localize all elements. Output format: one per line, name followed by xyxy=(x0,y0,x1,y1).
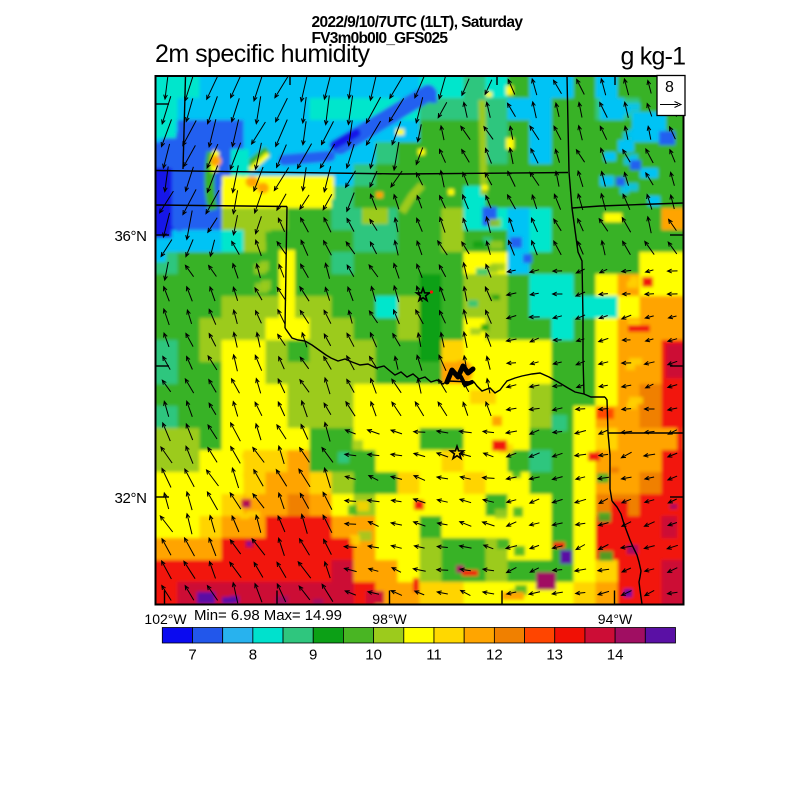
svg-text:8: 8 xyxy=(249,647,257,664)
svg-text:9: 9 xyxy=(309,647,317,664)
svg-text:8: 8 xyxy=(665,79,674,96)
svg-text:g kg-1: g kg-1 xyxy=(621,43,687,71)
svg-text:2022/9/10/7UTC (1LT), Saturday: 2022/9/10/7UTC (1LT), Saturday xyxy=(312,14,524,31)
svg-text:98°W: 98°W xyxy=(372,611,407,627)
svg-text:10: 10 xyxy=(365,647,382,664)
svg-text:11: 11 xyxy=(426,647,442,664)
svg-text:36°N: 36°N xyxy=(115,228,148,245)
svg-text:12: 12 xyxy=(486,647,503,664)
svg-text:FV3m0b0I0_GFS025: FV3m0b0I0_GFS025 xyxy=(312,30,449,47)
svg-text:2m specific humidity: 2m specific humidity xyxy=(155,40,371,68)
svg-text:Min= 6.98 Max= 14.99: Min= 6.98 Max= 14.99 xyxy=(194,607,342,624)
svg-text:32°N: 32°N xyxy=(115,490,148,507)
svg-text:102°W: 102°W xyxy=(144,611,187,627)
svg-text:14: 14 xyxy=(607,647,624,664)
svg-text:7: 7 xyxy=(188,647,196,664)
svg-text:94°W: 94°W xyxy=(598,611,633,627)
svg-text:13: 13 xyxy=(546,647,563,664)
